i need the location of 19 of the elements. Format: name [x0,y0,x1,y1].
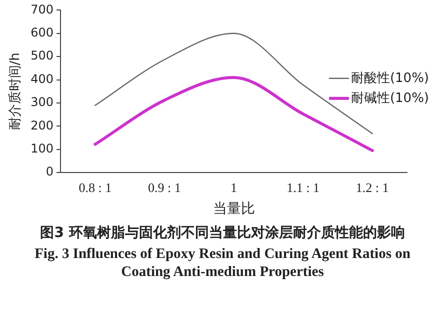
y-tick-label: 600 [30,26,54,40]
x-tick-label: 1 [230,180,237,195]
y-tick-label: 100 [30,142,54,156]
text: 图3 环氧树脂与固化剂不同当量比对涂层耐介质性能的影响 [39,224,406,242]
x-tick-label: 0.9 : 1 [148,180,181,195]
legend-label: 耐碱性(10%) [350,90,430,106]
y-tick-label: 500 [30,48,54,63]
y-tick-label: 300 [30,95,54,110]
y-tick-label: 200 [30,118,54,132]
y-axis-title: 耐介质时间/h [8,52,24,130]
x-axis-title: 当量比 [212,201,255,218]
x-tick-label: 1.1 : 1 [286,180,320,195]
y-tick-label: 700 [30,2,54,16]
y-tick-label: 400 [30,72,54,86]
text: Fig. 3 Influences of Epoxy Resin and Curing Agent Ratios on Coating Anti-medium Properties [34,245,412,281]
x-tick-label: 0.8 : 1 [78,180,112,195]
legend-label: 耐酸性(10%) [350,70,430,86]
y-tick-label: 0 [46,164,54,179]
x-tick-label: 1.2 : 1 [356,180,389,195]
